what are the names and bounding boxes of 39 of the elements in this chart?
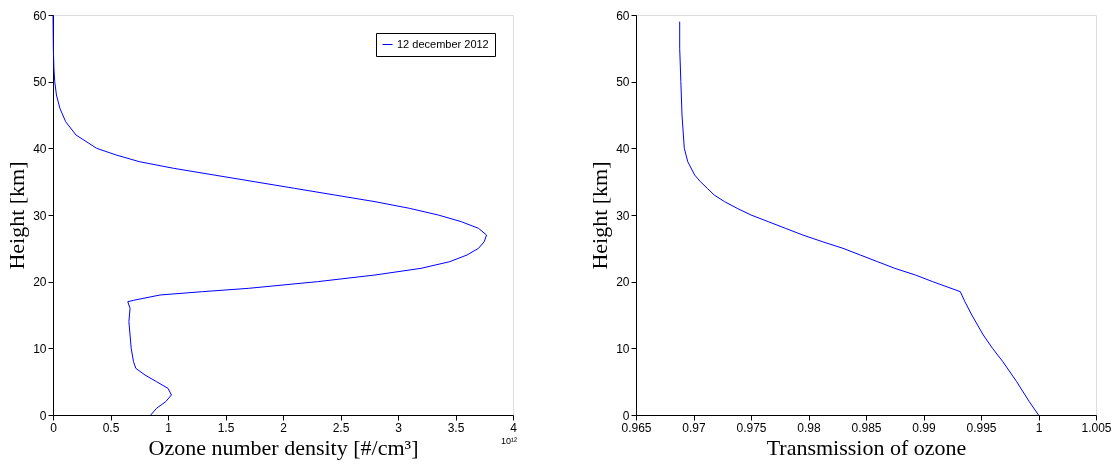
x-tick-label: 1.5 <box>217 420 235 435</box>
x-tick-label: 0.5 <box>102 420 120 435</box>
y-tick-label: 0 <box>39 408 47 423</box>
y-tick-label: 30 <box>616 208 630 223</box>
x-axis-title: Transmission of ozone <box>766 434 967 460</box>
y-tick-label: 50 <box>616 75 630 90</box>
y-tick-label: 20 <box>616 275 630 290</box>
x-tick-label: 2 <box>280 420 288 435</box>
x-tick-label: 0 <box>50 420 58 435</box>
y-tick-label: 20 <box>33 275 47 290</box>
x-tick-label: 1 <box>1035 420 1043 435</box>
x-tick-label: 0.985 <box>851 420 882 435</box>
line-series <box>679 21 1039 416</box>
legend-label: 12 december 2012 <box>397 37 489 50</box>
y-tick-label: 30 <box>33 208 47 223</box>
y-tick-label: 60 <box>616 8 630 23</box>
y-tick-label: 10 <box>33 341 47 356</box>
x-tick-label: 1 <box>165 420 173 435</box>
y-tick-label: 40 <box>33 141 47 156</box>
y-tick-label: 10 <box>616 341 630 356</box>
x-tick-label: 0.98 <box>797 420 821 435</box>
x-tick-label: 1.005 <box>1081 420 1112 435</box>
x-tick-label: 0.975 <box>736 420 767 435</box>
x-tick-label: 0.965 <box>621 420 652 435</box>
y-tick-label: 50 <box>33 75 47 90</box>
y-axis-title: Height [km] <box>4 161 30 270</box>
y-axis-title: Height [km] <box>587 161 613 270</box>
x-tick-label: 4 <box>510 420 518 435</box>
text: 10¹² <box>500 436 517 446</box>
x-tick-label: 0.995 <box>966 420 997 435</box>
x-tick-label: 0.97 <box>682 420 706 435</box>
x-axis-title: Ozone number density [#/cm³] <box>148 434 419 460</box>
y-tick-label: 40 <box>616 141 630 156</box>
x-tick-label: 3 <box>395 420 403 435</box>
x-tick-label: 2.5 <box>332 420 350 435</box>
y-tick-label: 0 <box>622 408 630 423</box>
x-tick-label: 0.99 <box>912 420 936 435</box>
x-tick-label: 3.5 <box>447 420 465 435</box>
y-tick-label: 60 <box>33 8 47 23</box>
